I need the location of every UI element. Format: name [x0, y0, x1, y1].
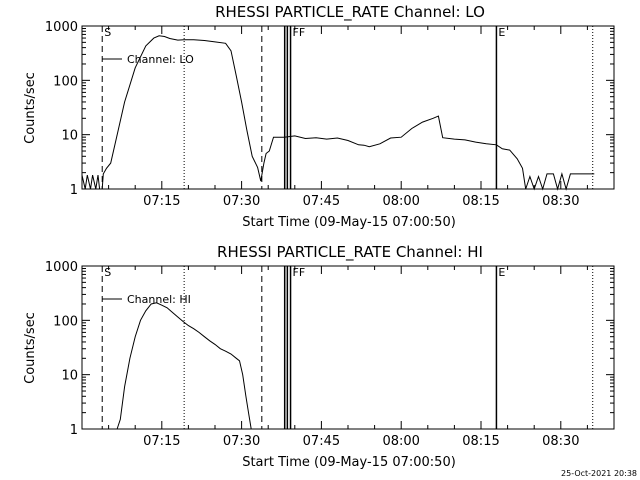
- x-tick-label: 08:15: [462, 194, 499, 209]
- y-axis-label-hi: Counts/sec: [23, 312, 38, 384]
- plot-frame: [81, 265, 615, 430]
- y-axis-label-lo: Counts/sec: [23, 72, 38, 144]
- chart-panel-lo: RHESSI PARTICLE_RATE Channel: LO Start T…: [23, 3, 615, 230]
- y-tick-label: 1000: [45, 260, 78, 275]
- y-tick-label: 1: [70, 423, 78, 438]
- event-marker-label: E: [498, 266, 505, 279]
- y-tick-label: 10: [61, 369, 78, 384]
- x-tick-label: 07:45: [303, 194, 340, 209]
- x-axis-label-hi: Start Time (09-May-15 07:00:50): [242, 455, 456, 470]
- x-tick-label: 08:30: [542, 194, 579, 209]
- x-tick-label: 07:30: [223, 434, 260, 449]
- event-marker-label: FF: [293, 266, 306, 279]
- x-axis-label-lo: Start Time (09-May-15 07:00:50): [242, 215, 456, 230]
- legend-label-lo: Channel: LO: [127, 53, 194, 66]
- event-marker-label: S: [104, 266, 111, 279]
- y-tick-label: 10: [61, 129, 78, 144]
- x-tick-label: 07:30: [223, 194, 260, 209]
- series-line-hi: [116, 302, 252, 430]
- chart-panel-hi: RHESSI PARTICLE_RATE Channel: HI Start T…: [23, 243, 615, 470]
- y-tick-label: 100: [53, 314, 78, 329]
- x-tick-label: 08:00: [382, 434, 419, 449]
- x-tick-label: 07:15: [143, 194, 180, 209]
- y-tick-label: 1000: [45, 20, 78, 35]
- event-marker-label: FF: [293, 26, 306, 39]
- series-line-lo: [81, 35, 595, 191]
- x-tick-label: 07:15: [143, 434, 180, 449]
- event-marker-label: E: [498, 26, 505, 39]
- x-tick-label: 08:00: [382, 194, 419, 209]
- x-tick-label: 07:45: [303, 434, 340, 449]
- legend-label-hi: Channel: HI: [127, 293, 191, 306]
- footer-timestamp: 25-Oct-2021 20:38: [561, 469, 637, 478]
- chart-title-hi: RHESSI PARTICLE_RATE Channel: HI: [217, 243, 483, 262]
- x-tick-label: 08:15: [462, 434, 499, 449]
- y-tick-label: 100: [53, 74, 78, 89]
- x-tick-label: 08:30: [542, 434, 579, 449]
- chart-title-lo: RHESSI PARTICLE_RATE Channel: LO: [215, 3, 485, 22]
- event-marker-label: S: [104, 26, 111, 39]
- y-tick-label: 1: [70, 183, 78, 198]
- plot-frame: [81, 25, 615, 190]
